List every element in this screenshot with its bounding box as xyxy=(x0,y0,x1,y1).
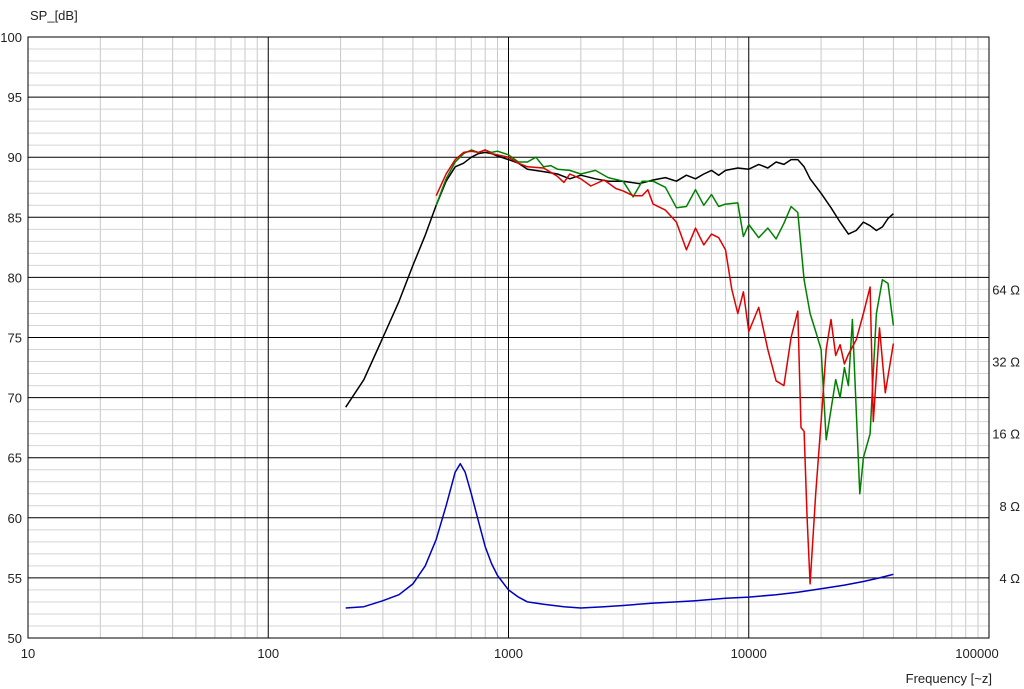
y-tick-label: 50 xyxy=(8,631,22,646)
response-curve xyxy=(435,149,895,495)
impedance-tick-label: 32 Ω xyxy=(992,355,1020,370)
x-axis-title: Frequency [~z] xyxy=(906,671,992,686)
impedance-tick-label: 4 Ω xyxy=(999,571,1020,586)
y-tick-label: 85 xyxy=(8,210,22,225)
y-tick-label: 90 xyxy=(8,150,22,165)
y-tick-label: 65 xyxy=(8,451,22,466)
y-tick-label: 95 xyxy=(8,90,22,105)
y-tick-labels: 50 55 60 65 70 75 80 85 90 95 100 xyxy=(0,30,22,646)
y-tick-label: 70 xyxy=(8,391,22,406)
x-tick-label: 1000 xyxy=(494,646,523,661)
x-tick-label: 10 xyxy=(21,646,35,661)
impedance-tick-label: 8 Ω xyxy=(999,499,1020,514)
y-tick-label: 100 xyxy=(0,30,22,45)
y-tick-label: 80 xyxy=(8,270,22,285)
x-tick-label: 10000 xyxy=(731,646,767,661)
y-tick-label: 55 xyxy=(8,571,22,586)
y-axis-title: SP_[dB] xyxy=(30,8,78,23)
impedance-curve xyxy=(345,462,894,609)
plot-frame xyxy=(27,36,990,639)
x-tick-label: 100000 xyxy=(955,646,998,661)
y-tick-label: 75 xyxy=(8,331,22,346)
x-tick-label: 100 xyxy=(257,646,279,661)
x-tick-labels: 10 100 1000 10000 100000 xyxy=(21,646,999,661)
y-tick-label: 60 xyxy=(8,511,22,526)
impedance-tick-label: 16 Ω xyxy=(992,427,1020,442)
response-curve xyxy=(435,149,895,585)
response-curve xyxy=(345,151,894,408)
series-layer xyxy=(345,149,895,609)
impedance-tick-labels: 4 Ω 8 Ω 16 Ω 32 Ω 64 Ω xyxy=(992,282,1020,585)
impedance-tick-label: 64 Ω xyxy=(992,282,1020,297)
